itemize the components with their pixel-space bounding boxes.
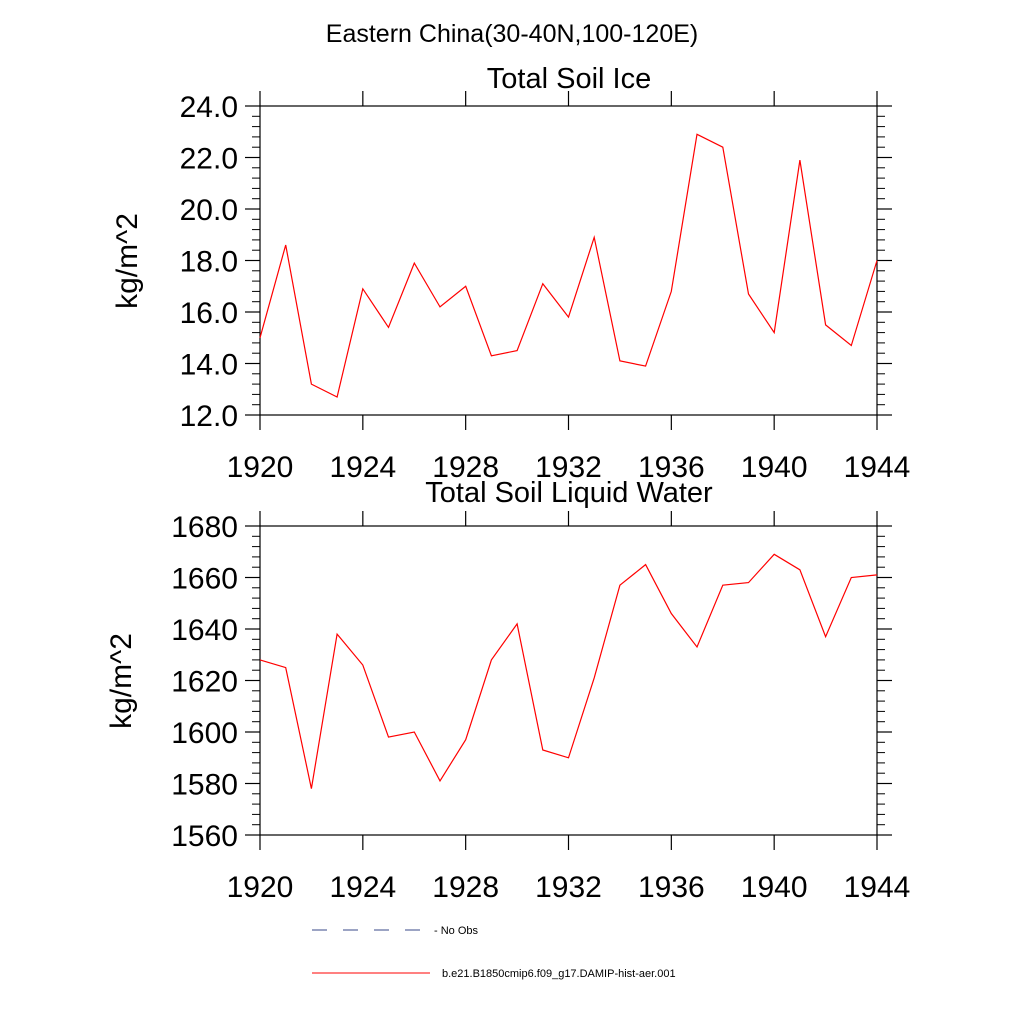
y-tick-label: 1680 (171, 511, 238, 544)
series-line (259, 133, 878, 398)
y-tick-label: 22.0 (180, 143, 238, 176)
panel-title: Total Soil Liquid Water (425, 477, 713, 509)
y-tick-label: 1640 (171, 614, 238, 647)
x-tick-label: 1932 (535, 451, 602, 484)
x-tick-label: 1920 (227, 871, 294, 904)
legend-item-model: b.e21.B1850cmip6.f09_g17.DAMIP-hist-aer.… (312, 968, 676, 980)
y-axis-label: kg/m^2 (105, 633, 138, 729)
x-tick-label: 1936 (638, 451, 705, 484)
y-tick-label: 1660 (171, 563, 238, 596)
legend-label: - No Obs (434, 925, 479, 937)
y-tick-label: 1580 (171, 769, 238, 802)
panel-soil-ice: Total Soil Ice kg/m^2 1920 1924 1928 1932 19… (111, 63, 910, 484)
y-tick-label: 1560 (171, 820, 238, 853)
x-tick-label: 1928 (432, 451, 499, 484)
y-tick-label: 24.0 (180, 91, 238, 124)
figure-title: Eastern China(30-40N,100-120E) (326, 20, 698, 48)
x-tick-label: 1944 (844, 871, 911, 904)
legend: - No Obs b.e21.B1850cmip6.f09_g17.DAMIP-… (312, 925, 676, 980)
x-tick-label: 1924 (329, 451, 396, 484)
legend-item-no-obs: - No Obs (312, 925, 479, 937)
x-tick-label: 1932 (535, 871, 602, 904)
y-tick-label: 18.0 (180, 246, 238, 279)
y-tick-label: 20.0 (180, 194, 238, 227)
legend-label: b.e21.B1850cmip6.f09_g17.DAMIP-hist-aer.… (442, 968, 676, 980)
x-tick-label: 1928 (432, 871, 499, 904)
axes: 1920 1924 1928 1932 1936 1940 1944 12.0 14.0 16.0… (180, 91, 911, 484)
panel-title: Total Soil Ice (487, 63, 651, 95)
x-tick-label: 1940 (741, 871, 808, 904)
x-tick-label: 1924 (329, 871, 396, 904)
y-tick-label: 16.0 (180, 297, 238, 330)
series-line (259, 553, 878, 789)
y-tick-label: 14.0 (180, 349, 238, 382)
y-tick-label: 1600 (171, 717, 238, 750)
panel-soil-liquid-water: Total Soil Liquid Water kg/m^2 1920 1924 1… (105, 477, 910, 904)
y-tick-label: 1620 (171, 666, 238, 699)
axes: 1920 1924 1928 1932 1936 1940 1944 1560 1580 1600… (171, 511, 910, 904)
y-tick-label: 12.0 (180, 400, 238, 433)
x-tick-label: 1940 (741, 451, 808, 484)
y-axis-label: kg/m^2 (111, 213, 144, 309)
x-tick-label: 1944 (844, 451, 911, 484)
x-tick-label: 1936 (638, 871, 705, 904)
x-tick-label: 1920 (227, 451, 294, 484)
